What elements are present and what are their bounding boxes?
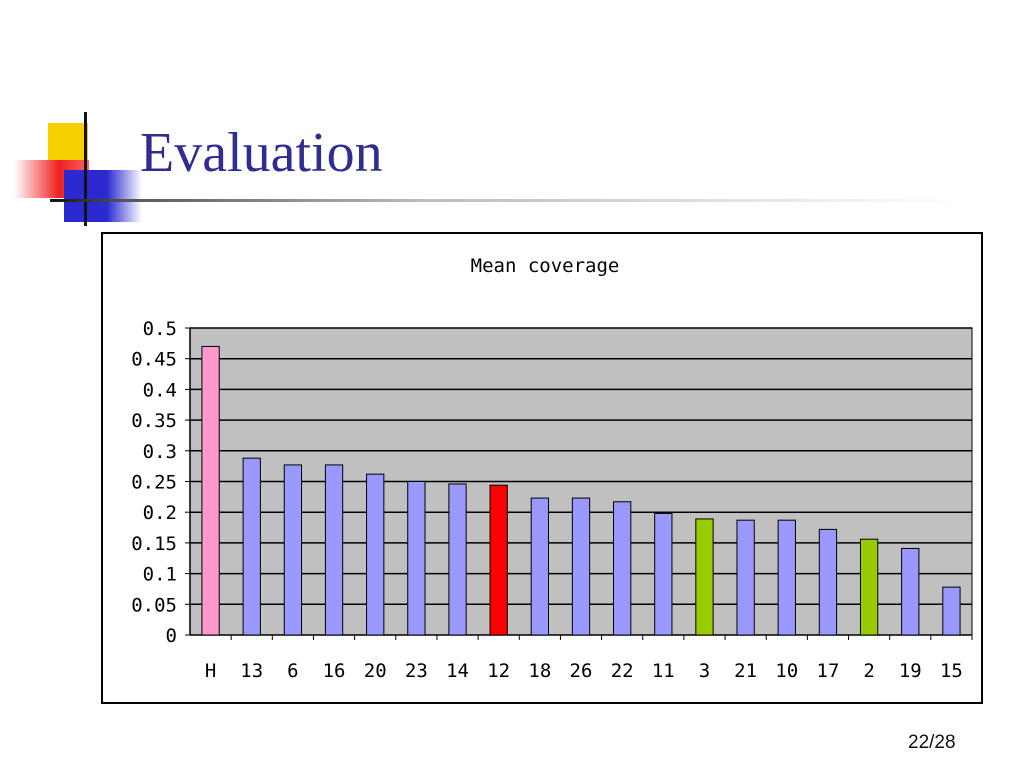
x-tick-label: 15 xyxy=(940,660,963,682)
bar-10 xyxy=(777,519,796,636)
page-number: 22/28 xyxy=(908,732,956,753)
y-tick-label: 0.1 xyxy=(143,564,177,586)
bar-11 xyxy=(654,512,673,636)
bar-14 xyxy=(448,483,467,636)
bar-13 xyxy=(242,457,261,636)
x-tick-label: 20 xyxy=(364,660,387,682)
y-tick-label: 0.5 xyxy=(143,318,177,340)
bar-22 xyxy=(613,501,632,636)
x-tick-label: 26 xyxy=(570,660,593,682)
title-underline xyxy=(50,199,970,202)
x-tick-label: 23 xyxy=(405,660,428,682)
chart-title: Mean coverage xyxy=(471,255,620,277)
x-tick-label: 16 xyxy=(323,660,346,682)
x-tick-label: 2 xyxy=(863,660,874,682)
bar-12 xyxy=(489,484,508,636)
x-tick-label: H xyxy=(205,660,216,682)
x-tick-label: 3 xyxy=(699,660,710,682)
bar-20 xyxy=(366,473,385,636)
slide-title: Evaluation xyxy=(140,122,383,184)
x-tick-label: 14 xyxy=(446,660,469,682)
bar-23 xyxy=(407,481,426,636)
y-tick-label: 0.05 xyxy=(131,594,177,616)
y-tick-label: 0.45 xyxy=(131,349,177,371)
y-tick-label: 0.2 xyxy=(143,502,177,524)
y-tick-label: 0.4 xyxy=(143,379,177,401)
chart-frame: Mean coverage 0 0.05 0.1 0.15 0.2 0.25 0.3 0.35… xyxy=(101,232,983,704)
bar-26 xyxy=(571,497,591,636)
x-tick-label: 18 xyxy=(528,660,551,682)
bar-6 xyxy=(283,464,303,636)
bar-21 xyxy=(736,519,755,636)
x-tick-label: 21 xyxy=(734,660,757,682)
x-tick-label: 11 xyxy=(652,660,675,682)
x-tick-label: 6 xyxy=(287,660,298,682)
y-tick-label: 0.35 xyxy=(131,410,177,432)
bar-3 xyxy=(695,518,714,636)
x-tick-label: 10 xyxy=(775,660,798,682)
decor-vertical-line xyxy=(84,112,87,226)
bar-17 xyxy=(818,528,838,636)
bar-19 xyxy=(901,547,920,636)
bar-16 xyxy=(324,464,344,636)
x-tick-label: 12 xyxy=(487,660,510,682)
y-tick-label: 0 xyxy=(166,625,177,647)
bar-18 xyxy=(530,497,549,636)
x-tick-label: 19 xyxy=(899,660,922,682)
x-tick-label: 17 xyxy=(817,660,840,682)
bar-H xyxy=(201,345,220,636)
y-tick-label: 0.3 xyxy=(143,441,177,463)
x-tick-label: 22 xyxy=(611,660,634,682)
x-tick-label: 13 xyxy=(240,660,263,682)
decor-yellow-square xyxy=(48,123,88,163)
y-tick-label: 0.15 xyxy=(131,533,177,555)
y-tick-label: 0.25 xyxy=(131,472,177,494)
bar-chart: Mean coverage 0 0.05 0.1 0.15 0.2 0.25 0.3 0.35… xyxy=(131,255,973,682)
bar-15 xyxy=(942,586,961,636)
bar-2 xyxy=(859,538,879,636)
decor-blue-square xyxy=(64,170,142,222)
